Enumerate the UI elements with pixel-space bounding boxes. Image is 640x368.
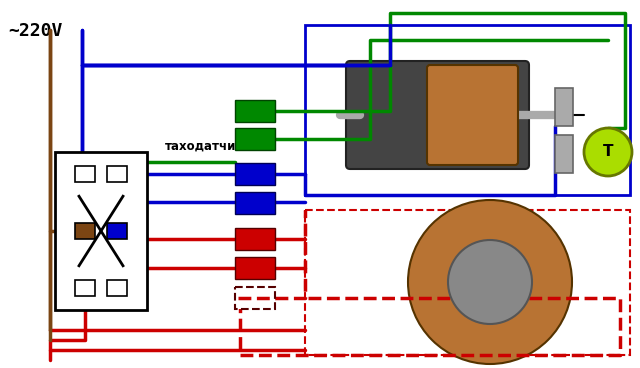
FancyBboxPatch shape <box>75 280 95 296</box>
Bar <box>305 25 630 195</box>
FancyBboxPatch shape <box>235 287 275 309</box>
FancyBboxPatch shape <box>75 223 95 239</box>
FancyBboxPatch shape <box>235 163 275 185</box>
FancyBboxPatch shape <box>235 257 275 279</box>
Bar <box>305 210 630 355</box>
Text: T: T <box>603 145 613 159</box>
FancyBboxPatch shape <box>75 166 95 182</box>
Circle shape <box>584 128 632 176</box>
Text: таходатчик: таходатчик <box>165 140 244 153</box>
FancyBboxPatch shape <box>235 128 275 150</box>
Bar <box>555 135 573 173</box>
FancyBboxPatch shape <box>235 192 275 214</box>
FancyBboxPatch shape <box>107 223 127 239</box>
FancyBboxPatch shape <box>107 280 127 296</box>
FancyBboxPatch shape <box>427 65 518 165</box>
Bar <box>55 152 147 310</box>
Circle shape <box>448 240 532 324</box>
Bar <box>555 88 573 126</box>
Circle shape <box>408 200 572 364</box>
FancyBboxPatch shape <box>235 228 275 250</box>
FancyBboxPatch shape <box>346 61 529 169</box>
FancyBboxPatch shape <box>107 166 127 182</box>
FancyBboxPatch shape <box>235 100 275 122</box>
Text: ~220V: ~220V <box>8 22 62 40</box>
